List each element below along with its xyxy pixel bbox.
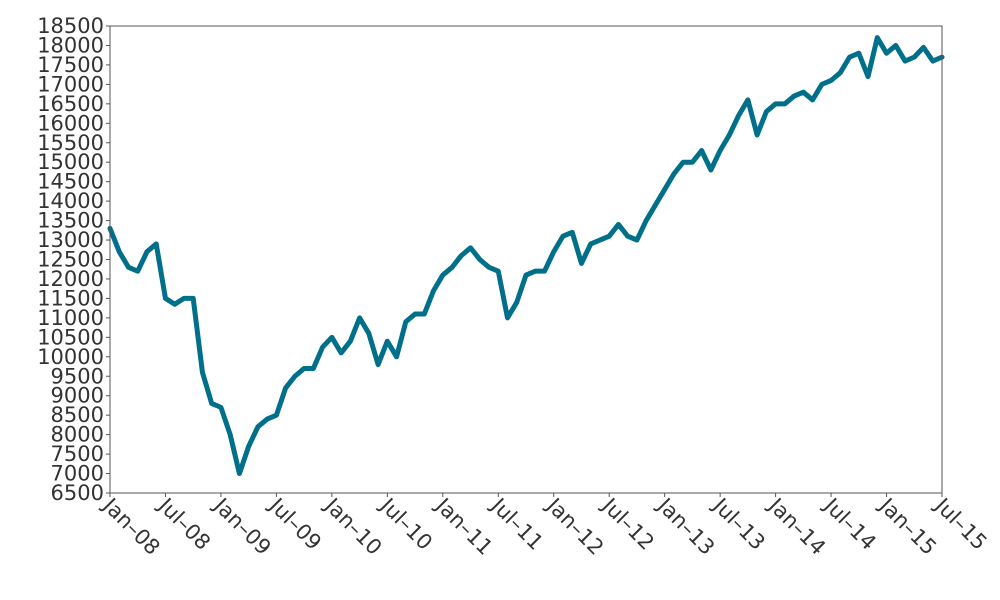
x-axis: Jan–08Jul–08Jan–09Jul–09Jan–10Jul–10Jan–…: [97, 492, 992, 560]
y-tick-label: 18000: [37, 33, 104, 57]
y-tick-label: 14000: [37, 189, 104, 213]
y-tick-label: 11500: [37, 286, 104, 310]
y-tick-label: 12000: [37, 267, 104, 291]
y-axis: 6500700075008000850090009500100001050011…: [37, 14, 110, 505]
y-tick-label: 17000: [37, 72, 104, 96]
plot-frame: [109, 25, 943, 494]
y-tick-label: 8500: [51, 403, 104, 427]
x-tick-label: Jan–13: [652, 492, 720, 560]
y-tick-label: 12500: [37, 248, 104, 272]
y-tick-label: 15500: [37, 131, 104, 155]
y-tick-label: 10000: [37, 345, 104, 369]
y-tick-label: 8000: [51, 423, 104, 447]
x-tick-label: Jan–10: [319, 492, 387, 560]
y-tick-label: 7000: [51, 462, 104, 486]
y-tick-label: 16000: [37, 111, 104, 135]
y-tick-label: 13000: [37, 228, 104, 252]
x-tick-label: Jan–09: [208, 492, 276, 560]
y-tick-label: 13500: [37, 209, 104, 233]
x-tick-label: Jan–12: [541, 492, 609, 560]
series-line: [107, 35, 945, 477]
y-tick-label: 17500: [37, 53, 104, 77]
y-tick-label: 9000: [51, 384, 104, 408]
y-tick-label: 9500: [51, 364, 104, 388]
y-tick-label: 16500: [37, 92, 104, 116]
x-tick-label: Jan–08: [97, 492, 165, 560]
x-tick-label: Jan–14: [763, 492, 831, 560]
y-tick-label: 10500: [37, 325, 104, 349]
y-tick-label: 7500: [51, 442, 104, 466]
y-tick-label: 15000: [37, 150, 104, 174]
x-tick-label: Jan–15: [874, 492, 942, 560]
x-tick-label: Jan–11: [430, 492, 498, 560]
y-tick-label: 18500: [37, 14, 104, 38]
y-tick-label: 6500: [51, 481, 104, 505]
y-tick-label: 14500: [37, 170, 104, 194]
y-tick-label: 11000: [37, 306, 104, 330]
